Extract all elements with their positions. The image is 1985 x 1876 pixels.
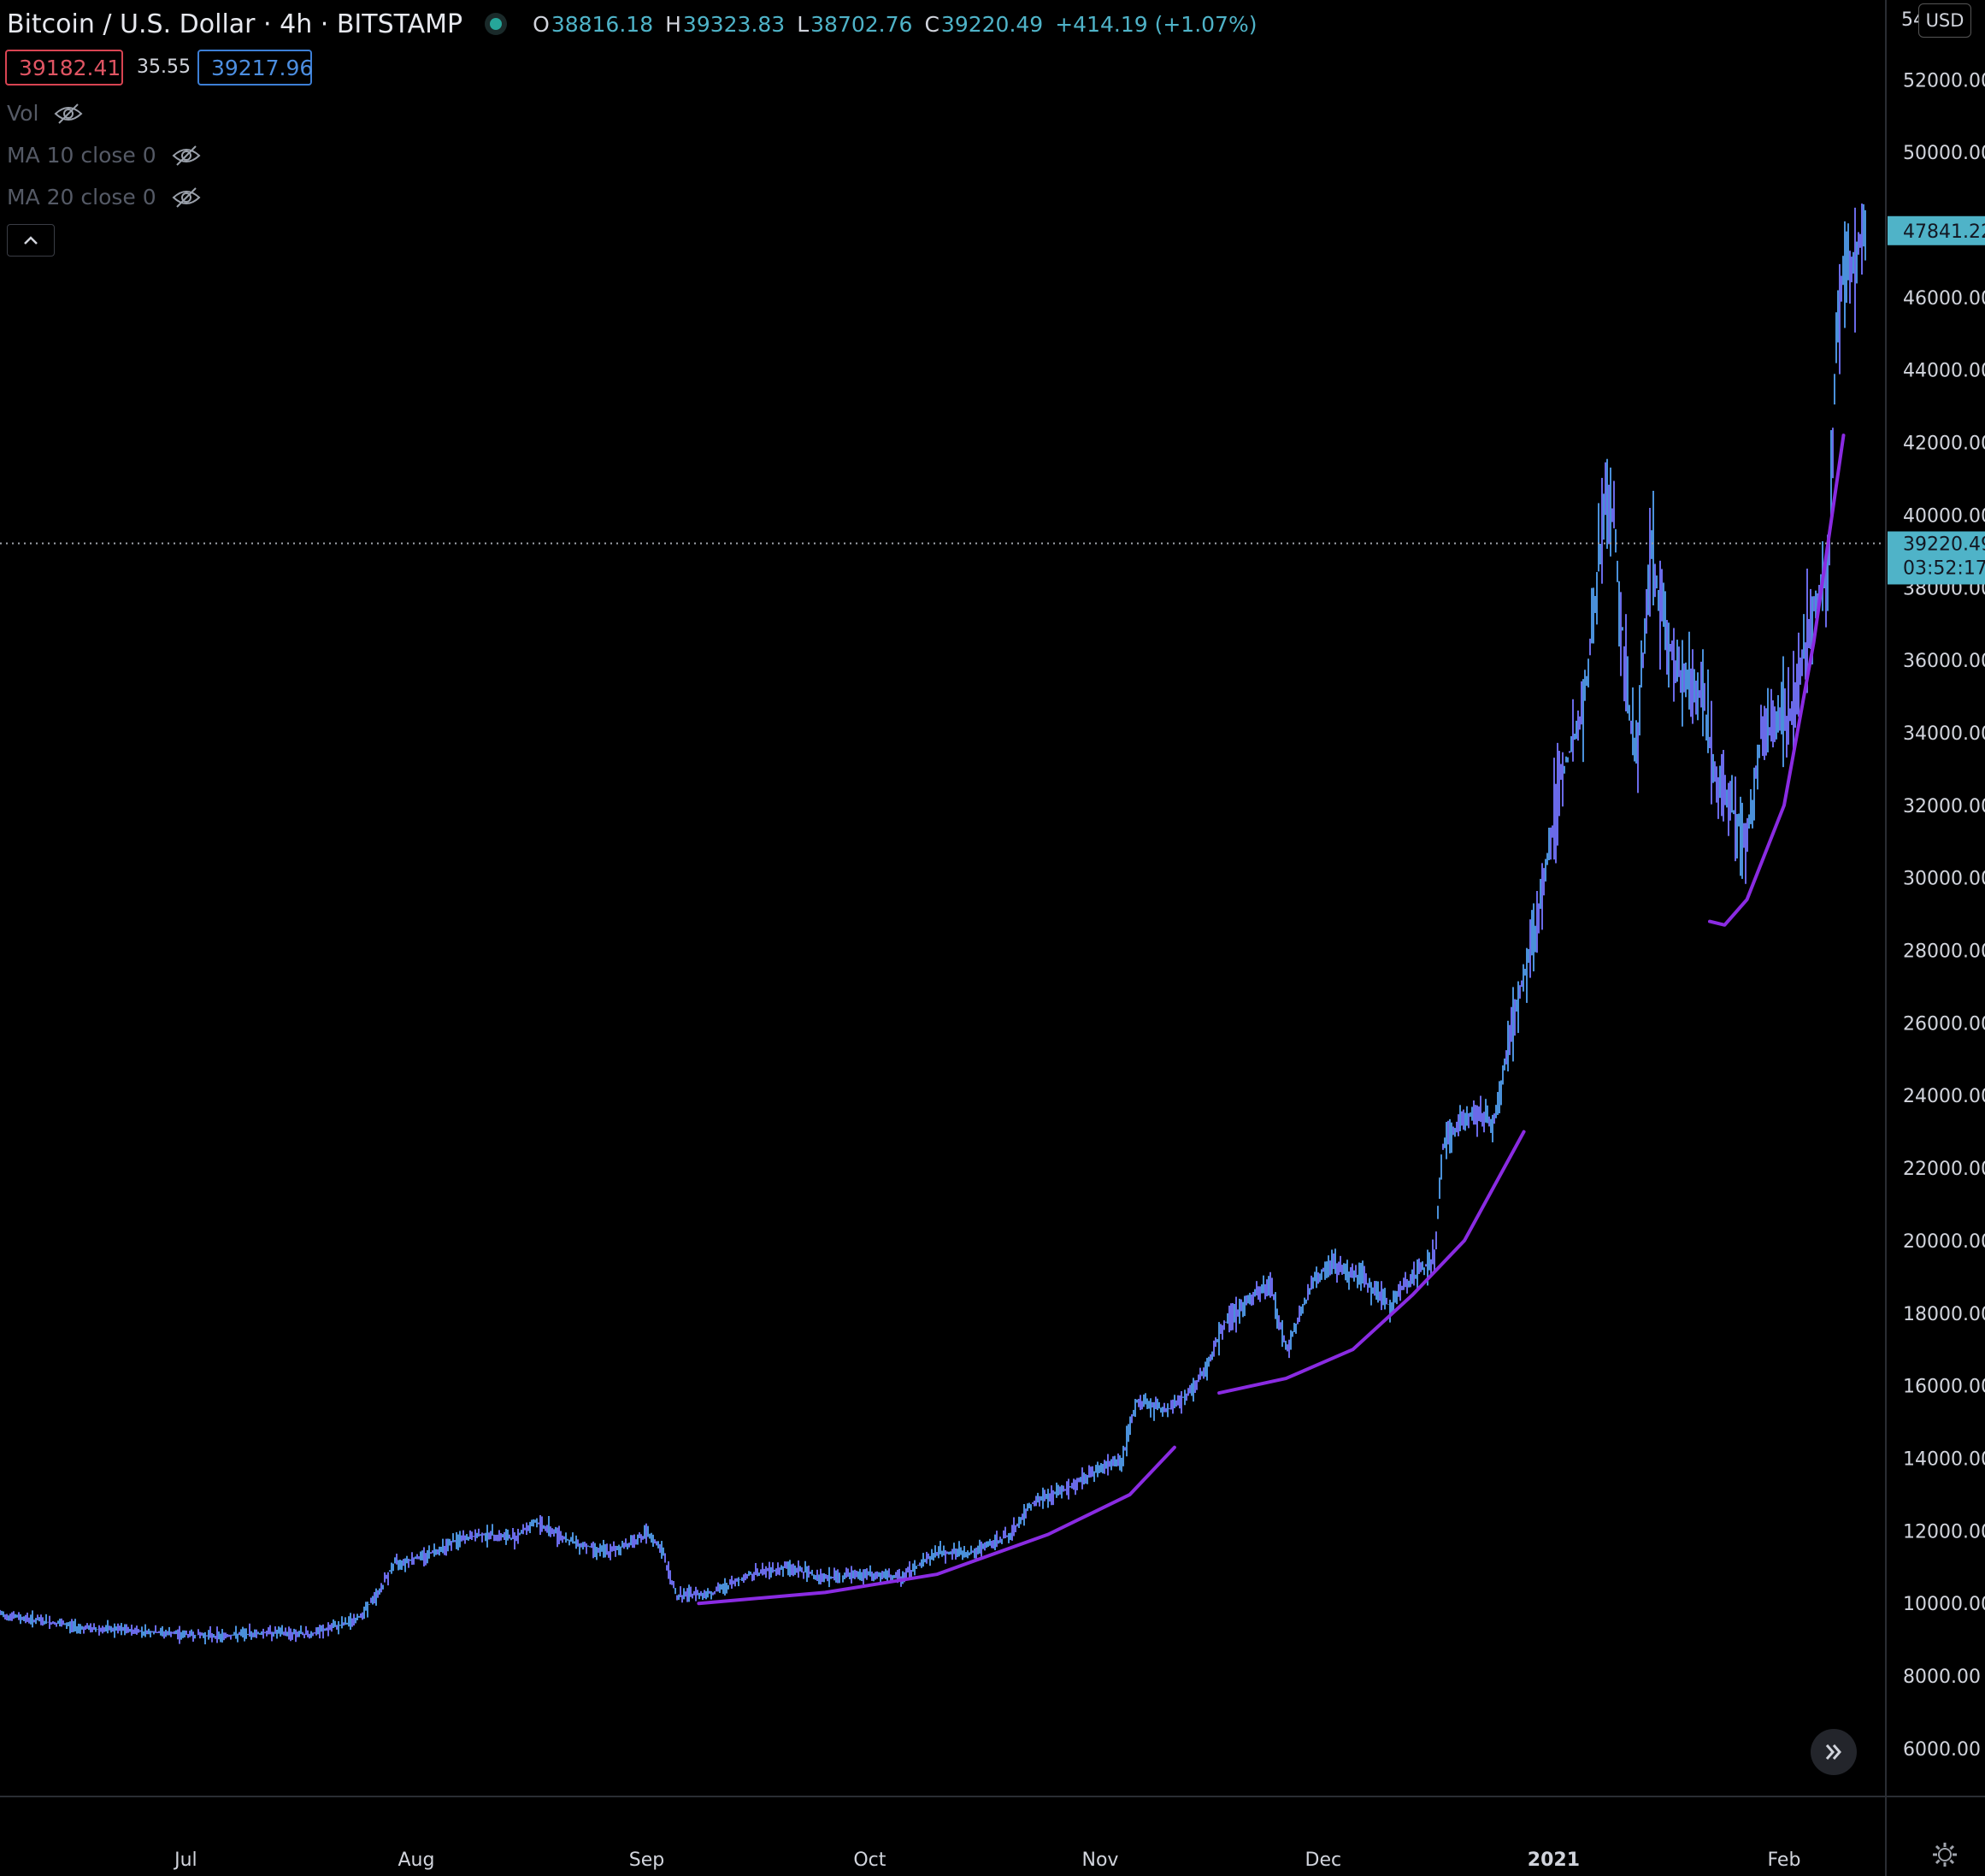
trend-curves xyxy=(697,434,1846,1606)
settings-gear-icon[interactable] xyxy=(1932,1842,1958,1867)
indicator-vol[interactable]: Vol xyxy=(7,101,83,126)
indicator-label: MA 20 close 0 xyxy=(7,185,156,209)
trend-curve xyxy=(1217,1130,1526,1395)
last-price-tag: 39220.49 03:52:17 xyxy=(1888,531,1985,585)
currency-button[interactable]: USD xyxy=(1918,3,1971,38)
time-tick-label: Sep xyxy=(629,1849,664,1871)
price-tick-label: 26000.00 xyxy=(1903,1013,1985,1035)
price-tick-label: 36000.00 xyxy=(1903,651,1985,672)
price-tick-label: 52000.00 xyxy=(1903,70,1985,91)
time-tick-label: Oct xyxy=(853,1849,886,1871)
price-tick-label: 12000.00 xyxy=(1903,1521,1985,1543)
time-tick-label: Feb xyxy=(1767,1849,1800,1871)
price-axis[interactable]: 6000.00 8000.00 10000.00 12000.00 14000.00 16… xyxy=(1903,70,1985,1761)
price-tick-label: 30000.00 xyxy=(1903,869,1985,890)
ohlc-high: H39323.83 xyxy=(665,11,786,37)
price-tick-label: 40000.00 xyxy=(1903,505,1985,527)
price-tick-label: 22000.00 xyxy=(1903,1159,1985,1180)
eye-hidden-icon[interactable] xyxy=(54,103,83,125)
price-tick-label: 18000.00 xyxy=(1903,1304,1985,1325)
price-tick-label: 20000.00 xyxy=(1903,1231,1985,1253)
time-tick-label: Nov xyxy=(1081,1849,1118,1871)
price-tick-label: 24000.00 xyxy=(1903,1086,1985,1107)
last-price-label: 39220.49 xyxy=(1903,534,1985,555)
countdown-label: 03:52:17 xyxy=(1903,557,1985,579)
buy-button[interactable]: 39217.96 xyxy=(197,50,313,86)
chevron-up-icon xyxy=(24,236,38,245)
time-axis[interactable]: Jul Aug Sep Oct Nov Dec 2021 Feb xyxy=(173,1849,1800,1871)
ohlc-low: L38702.76 xyxy=(797,11,913,37)
price-tick-label: 42000.00 xyxy=(1903,434,1985,455)
sell-button[interactable]: 39182.41 xyxy=(5,50,123,86)
price-tick-label: 6000.00 xyxy=(1903,1739,1981,1761)
high-price-label: 47841.22 xyxy=(1903,221,1985,243)
symbol-title[interactable]: Bitcoin / U.S. Dollar · 4h · BITSTAMP xyxy=(7,9,463,39)
eye-hidden-icon[interactable] xyxy=(172,145,201,167)
trend-curve xyxy=(697,1445,1176,1606)
indicator-ma10[interactable]: MA 10 close 0 xyxy=(7,143,201,168)
high-value: 39323.83 xyxy=(682,11,786,37)
price-tick-label: 44000.00 xyxy=(1903,361,1985,382)
time-tick-label: Dec xyxy=(1305,1849,1342,1871)
scroll-to-realtime-button[interactable] xyxy=(1811,1729,1857,1775)
spread-value: 35.55 xyxy=(137,56,191,78)
time-tick-label: Jul xyxy=(173,1849,197,1871)
time-tick-label: 2021 xyxy=(1528,1849,1580,1871)
price-change: +414.19 (+1.07%) xyxy=(1055,11,1258,37)
price-tick-label: 50000.00 xyxy=(1903,143,1985,164)
high-price-tag: 47841.22 xyxy=(1888,215,1985,245)
market-status-icon[interactable] xyxy=(490,18,503,30)
price-tick-label: 32000.00 xyxy=(1903,796,1985,817)
price-tick-label: 28000.00 xyxy=(1903,941,1985,963)
symbol-header: Bitcoin / U.S. Dollar · 4h · BITSTAMP O3… xyxy=(7,3,1257,44)
double-chevron-right-icon xyxy=(1825,1744,1841,1760)
ohlc-open: O38816.18 xyxy=(533,11,654,37)
indicator-ma20[interactable]: MA 20 close 0 xyxy=(7,185,201,209)
price-tick-label: 14000.00 xyxy=(1903,1448,1985,1470)
trend-curve xyxy=(1708,434,1846,927)
eye-hidden-icon[interactable] xyxy=(172,186,201,209)
indicator-label: MA 10 close 0 xyxy=(7,143,156,168)
low-value: 38702.76 xyxy=(810,11,913,37)
ohlc-close: C39220.49 xyxy=(924,11,1044,37)
time-tick-label: Aug xyxy=(398,1849,434,1871)
price-tick-label: 8000.00 xyxy=(1903,1667,1981,1688)
price-tick-label: 46000.00 xyxy=(1903,288,1985,310)
candle-series xyxy=(0,204,1866,1645)
price-tick-label: 16000.00 xyxy=(1903,1377,1985,1398)
price-tick-label: 10000.00 xyxy=(1903,1594,1985,1615)
close-value: 39220.49 xyxy=(940,11,1044,37)
price-tick-label: 34000.00 xyxy=(1903,723,1985,745)
open-value: 38816.18 xyxy=(551,11,654,37)
indicator-label: Vol xyxy=(7,101,39,126)
collapse-legend-button[interactable] xyxy=(7,224,55,257)
